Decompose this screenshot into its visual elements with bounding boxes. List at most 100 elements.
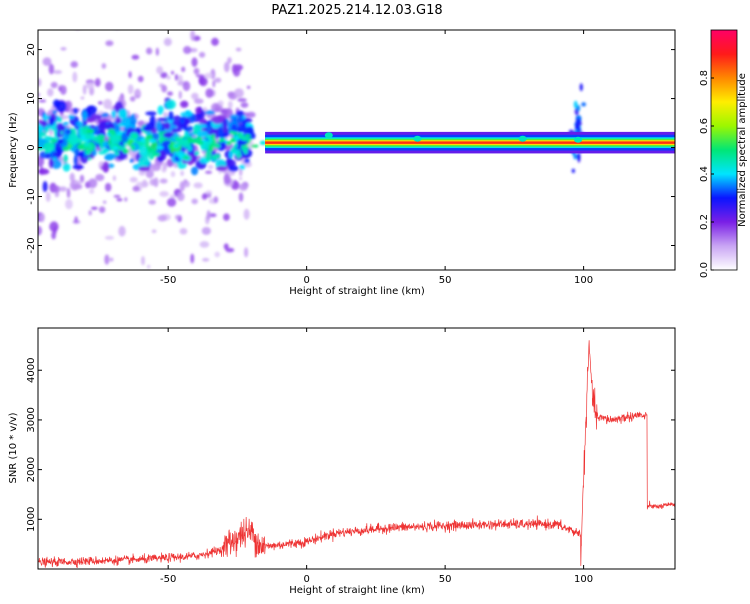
spectrogram-signal-blob bbox=[53, 152, 62, 157]
spectrogram-signal-blob bbox=[576, 104, 581, 112]
spectrogram-noise-blob bbox=[112, 175, 116, 181]
spectrogram-signal-blob bbox=[230, 137, 236, 143]
spectrogram-noise-blob bbox=[238, 183, 248, 191]
spectrogram-signal-blob bbox=[244, 137, 253, 141]
spectrogram-signal-blob bbox=[176, 142, 182, 147]
spectrogram-noise-blob bbox=[53, 70, 63, 74]
spectrogram-signal-blob bbox=[217, 127, 224, 138]
spectrogram-signal-blob bbox=[102, 140, 109, 148]
spectrogram-noise-blob bbox=[51, 231, 56, 240]
spectrogram-signal-blob bbox=[182, 142, 191, 148]
spectrogram-signal-blob bbox=[194, 124, 201, 133]
spectrogram-noise-blob bbox=[155, 47, 159, 56]
spectrogram-signal-blob bbox=[73, 154, 79, 166]
spectrogram-signal-blob bbox=[156, 146, 164, 150]
spectrogram-signal-blob bbox=[62, 121, 70, 127]
spectrogram-noise-blob bbox=[159, 191, 169, 197]
spectrogram-noise-blob bbox=[129, 96, 136, 102]
spectrogram-noise-blob bbox=[223, 243, 229, 250]
spectrogram-noise-blob bbox=[127, 84, 134, 95]
colorbar-tick-label: 0.8 bbox=[699, 70, 710, 86]
spectrogram-noise-blob bbox=[237, 98, 247, 102]
spectrogram-signal-blob bbox=[115, 116, 121, 125]
spectrogram-noise-blob bbox=[147, 264, 151, 269]
spectrogram-signal-blob bbox=[190, 166, 199, 176]
spectrogram-noise-blob bbox=[202, 257, 210, 262]
colorbar: 0.0 0.2 0.4 0.6 0.8 Normalized spectral ampl… bbox=[699, 29, 748, 278]
snr-x-label: Height of straight line (km) bbox=[289, 585, 425, 596]
spectrogram-signal-blob bbox=[38, 125, 44, 133]
spectrogram-noise-blob bbox=[88, 178, 98, 189]
spectrogram-signal-blob bbox=[110, 134, 121, 146]
spectrogram-noise-blob bbox=[231, 0, 239, 8]
spectrogram-signal-blob bbox=[109, 143, 114, 149]
spectrogram-signal-blob bbox=[243, 148, 248, 155]
spectrogram-noise-blob bbox=[246, 111, 256, 118]
spectrogram-signal-blob bbox=[38, 168, 50, 175]
spectrogram-noise-blob bbox=[148, 199, 156, 205]
spectrogram-signal-blob bbox=[145, 122, 156, 130]
snr-line-area bbox=[38, 340, 675, 569]
spectrogram-signal-blob bbox=[145, 111, 157, 116]
spectrogram-noise-blob bbox=[214, 77, 222, 83]
spectrogram-signal-blob bbox=[233, 143, 238, 148]
spectrogram-signal-blob bbox=[175, 136, 181, 142]
spectrogram-signal-blob bbox=[239, 164, 246, 170]
spectrogram-signal-blob bbox=[44, 135, 54, 142]
spectrogram-signal-blob bbox=[196, 140, 205, 145]
spectrogram-signal-blob bbox=[102, 148, 110, 153]
spectrogram-noise-blob bbox=[170, 171, 176, 178]
spectrogram-noise-blob bbox=[65, 199, 73, 210]
spectrogram-main-band bbox=[265, 131, 675, 154]
spectrogram-noise-blob bbox=[223, 213, 230, 221]
spectrogram-signal-blob bbox=[216, 140, 227, 151]
spectrogram-signal-blob bbox=[102, 161, 110, 173]
spectrogram-noise-blob bbox=[240, 102, 249, 108]
spectrogram-noise-blob bbox=[208, 213, 217, 218]
spectrogram-signal-blob bbox=[190, 138, 198, 144]
spectrogram-signal-blob bbox=[194, 150, 200, 156]
spectrogram-signal-blob bbox=[571, 168, 576, 174]
spectrogram-noise-blob bbox=[38, 225, 43, 236]
spectrogram-noise-blob bbox=[102, 200, 107, 204]
spectrogram-signal-blob bbox=[56, 138, 65, 144]
spectrogram-x-tick-label: -50 bbox=[160, 275, 176, 286]
snr-x-tick-label: 50 bbox=[439, 574, 452, 585]
spectrogram-noise-blob bbox=[80, 96, 85, 100]
spectrogram-signal-blob bbox=[230, 131, 239, 136]
spectrogram-noise-blob bbox=[204, 72, 213, 79]
colorbar-label: Normalized spectral amplitude bbox=[737, 73, 748, 227]
spectrogram-x-tick-label: 50 bbox=[439, 275, 452, 286]
spectrogram-noise-blob bbox=[70, 61, 79, 68]
spectrogram-signal-blob bbox=[76, 121, 84, 127]
spectrogram-noise-blob bbox=[98, 206, 106, 213]
spectrogram-signal-blob bbox=[109, 129, 116, 135]
spectrogram-x-label: Height of straight line (km) bbox=[289, 286, 425, 297]
spectrogram-signal-blob bbox=[121, 117, 131, 127]
spectrogram-signal-blob bbox=[138, 156, 150, 168]
spectrogram-noise-blob bbox=[214, 251, 220, 258]
spectrogram-noise-blob bbox=[88, 209, 92, 216]
spectrogram-noise-blob bbox=[49, 221, 59, 232]
snr-y-label: SNR (10 * v/v) bbox=[8, 412, 19, 483]
spectrogram-noise-blob bbox=[69, 172, 75, 182]
spectrogram-noise-blob bbox=[109, 257, 114, 262]
spectrogram-signal-blob bbox=[105, 153, 117, 160]
spectrogram-signal-blob bbox=[226, 155, 233, 167]
spectrogram-signal-blob bbox=[76, 152, 85, 157]
spectrogram-noise-blob bbox=[74, 216, 78, 224]
spectrogram-noise-blob bbox=[163, 37, 172, 47]
spectrogram-noise-blob bbox=[227, 57, 232, 64]
spectrogram-signal-blob bbox=[226, 141, 232, 146]
colorbar-tick-label: 0.0 bbox=[699, 262, 710, 278]
spectrogram-noise-blob bbox=[38, 78, 42, 87]
spectrogram-band-layer bbox=[265, 141, 675, 144]
spectrogram-signal-blob bbox=[236, 110, 245, 117]
spectrogram-signal-blob bbox=[157, 105, 164, 115]
spectrogram-noise-blob bbox=[235, 47, 242, 52]
spectrogram-noise-blob bbox=[39, 213, 45, 223]
spectrogram-signal-blob bbox=[84, 133, 93, 140]
spectrogram-noise-blob bbox=[198, 75, 205, 86]
spectrogram-signal-blob bbox=[149, 139, 157, 143]
